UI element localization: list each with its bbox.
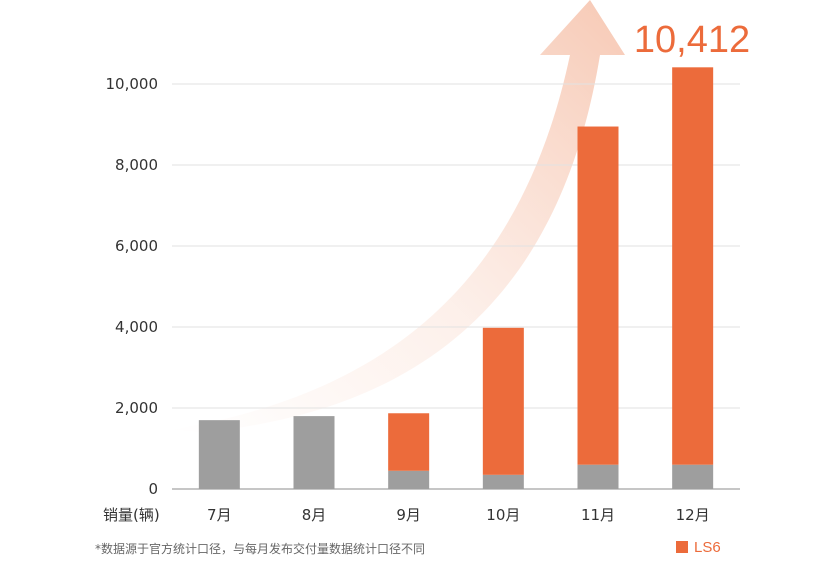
x-tick-label: 9月 [396, 506, 421, 524]
growth-arrow [170, 0, 625, 432]
y-tick-label: 6,000 [115, 237, 158, 255]
footnote: *数据源于官方统计口径，与每月发布交付量数据统计口径不同 [95, 541, 425, 556]
x-tick-label: 8月 [302, 506, 327, 524]
y-tick-label: 4,000 [115, 318, 158, 336]
bar-ls6-segment [482, 327, 524, 475]
y-tick-label: 10,000 [106, 75, 159, 93]
callout-value: 10,412 [634, 19, 750, 61]
y-gridlines [172, 83, 740, 409]
y-axis: 0 2,000 4,000 6,000 8,000 10,000 [106, 75, 740, 498]
legend-swatch-ls6 [676, 541, 688, 553]
x-tick-label: 10月 [486, 506, 520, 524]
bars [198, 67, 714, 489]
x-axis: 7月 8月 9月 10月 11月 12月 [207, 506, 710, 524]
y-tick-label: 2,000 [115, 399, 158, 417]
y-tick-label: 8,000 [115, 156, 158, 174]
bar-base-segment [388, 470, 430, 489]
x-tick-label: 7月 [207, 506, 232, 524]
bar-base-segment [672, 464, 714, 489]
bar-base-segment [577, 464, 619, 489]
x-tick-label: 11月 [581, 506, 615, 524]
bar-ls6-segment [577, 126, 619, 465]
bar-base-segment [482, 474, 524, 489]
legend-label-ls6: LS6 [694, 539, 721, 556]
bar-ls6-segment [672, 67, 714, 465]
legend: LS6 [676, 539, 721, 556]
y-tick-label: 0 [148, 480, 158, 498]
bar-base-segment [198, 420, 240, 489]
x-tick-label: 12月 [676, 506, 710, 524]
bar-ls6-segment [388, 413, 430, 471]
bar-base-segment [293, 416, 335, 489]
unit-label: 销量(辆) [103, 506, 160, 524]
